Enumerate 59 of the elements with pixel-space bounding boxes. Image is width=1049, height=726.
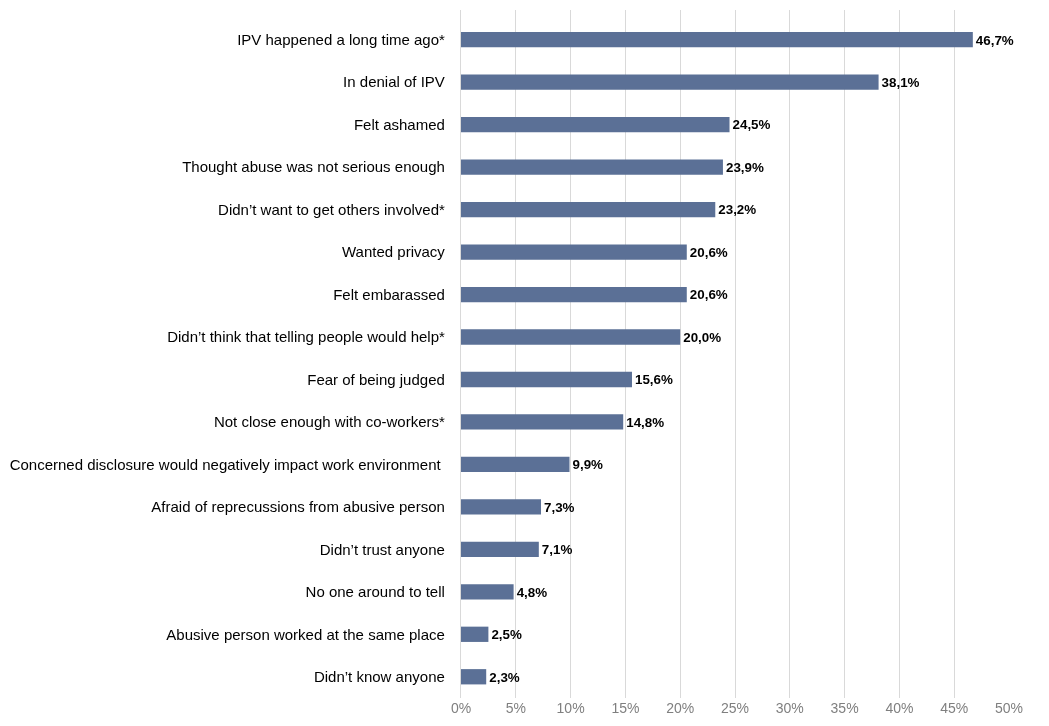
y-tick-label: Not close enough with co-workers* xyxy=(213,413,445,431)
y-tick-label: Fear of being judged xyxy=(307,370,445,388)
bar xyxy=(461,499,542,515)
x-tick-label: 30% xyxy=(775,700,804,716)
x-tick-label: 10% xyxy=(556,700,585,716)
x-tick-label: 50% xyxy=(994,700,1024,716)
data-label: 38,1% xyxy=(881,74,920,90)
data-label: 23,9% xyxy=(725,159,764,175)
y-tick-label: Didn’t know anyone xyxy=(313,668,445,686)
data-label: 2,5% xyxy=(491,627,522,643)
x-tick-label: 20% xyxy=(666,700,695,716)
data-label: 20,6% xyxy=(689,287,728,303)
bar xyxy=(461,584,514,600)
bar xyxy=(461,414,624,430)
bar xyxy=(461,74,879,90)
y-tick-label: Afraid of reprecussions from abusive person xyxy=(151,498,445,516)
y-tick-label: Felt ashamed xyxy=(353,115,445,133)
bar xyxy=(461,371,632,388)
data-label: 7,1% xyxy=(541,542,573,558)
y-tick-label: Wanted privacy xyxy=(342,243,446,261)
data-label: 24,5% xyxy=(732,117,771,133)
data-label: 4,8% xyxy=(516,584,548,600)
bar xyxy=(461,541,539,557)
bar xyxy=(461,669,487,685)
data-label: 23,2% xyxy=(718,202,757,218)
bar xyxy=(461,626,489,642)
x-tick-label: 35% xyxy=(830,700,859,716)
data-label: 15,6% xyxy=(635,372,674,388)
bar xyxy=(461,456,570,473)
data-label: 7,3% xyxy=(544,499,575,515)
y-tick-label: Felt embarassed xyxy=(333,285,445,303)
x-tick-label: 5% xyxy=(505,700,526,716)
y-tick-label: Abusive person worked at the same place xyxy=(166,625,445,643)
y-tick-label: IPV happened a long time ago* xyxy=(237,30,446,48)
data-label: 2,3% xyxy=(489,669,520,685)
x-tick-label: 25% xyxy=(720,700,750,716)
bar xyxy=(461,117,730,133)
bar xyxy=(461,201,716,218)
bar xyxy=(461,244,687,260)
x-tick-label: 45% xyxy=(940,700,969,716)
y-tick-label: In denial of IPV xyxy=(343,73,445,91)
y-tick-label: Didn’t trust anyone xyxy=(319,540,445,558)
y-tick-label: Didn’t think that telling people would help* xyxy=(167,328,446,346)
data-label: 46,7% xyxy=(975,32,1014,48)
bar xyxy=(461,286,687,303)
data-label: 9,9% xyxy=(572,457,604,473)
x-tick-label: 40% xyxy=(885,700,914,716)
bar xyxy=(461,329,681,345)
y-tick-label: Didn’t want to get others involved* xyxy=(218,200,446,218)
y-tick-label: Concerned disclosure would negatively impact work environment xyxy=(9,455,445,473)
x-tick-label: 0% xyxy=(450,700,472,716)
bar xyxy=(461,159,723,175)
data-label: 14,8% xyxy=(626,414,665,430)
x-tick-label: 15% xyxy=(611,700,640,716)
data-label: 20,0% xyxy=(683,329,722,345)
y-tick-label: No one around to tell xyxy=(305,583,445,601)
data-label: 20,6% xyxy=(689,244,728,260)
bar xyxy=(461,32,973,48)
y-tick-label: Thought abuse was not serious enough xyxy=(182,158,445,176)
